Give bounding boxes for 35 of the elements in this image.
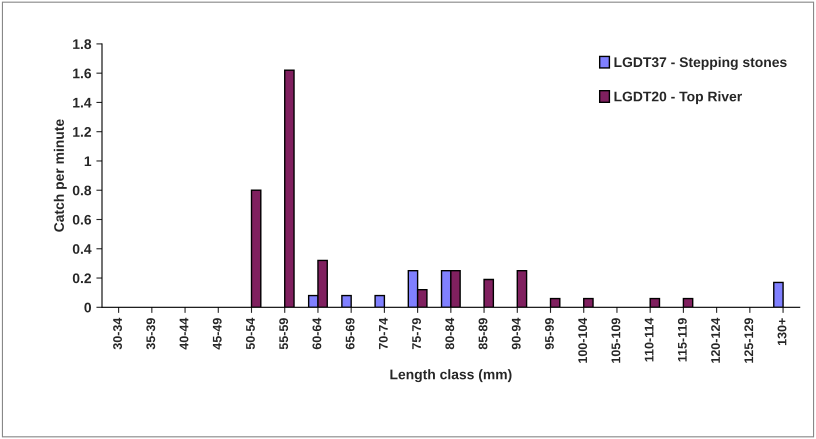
y-tick-label: 0.6 xyxy=(72,214,92,225)
y-tick-label: 1.2 xyxy=(73,127,92,137)
x-tick-label: 45-49 xyxy=(212,318,222,350)
x-tick-label: 75-79 xyxy=(412,318,421,350)
y-tick-label: 0.2 xyxy=(72,273,92,284)
x-tick-label: 90-94 xyxy=(512,318,521,350)
x-tick-label: 105-109 xyxy=(611,318,620,363)
x-tick-label: 70-74 xyxy=(378,318,388,350)
x-tick-label: 65-69 xyxy=(346,318,355,350)
legend-label: LGDT37 - Stepping stones xyxy=(614,56,787,70)
y-tick-label: 1.8 xyxy=(73,39,92,50)
x-tick-label: 85-89 xyxy=(478,318,488,350)
x-tick-label: 100-104 xyxy=(578,318,588,363)
x-tick-label: 95-99 xyxy=(545,318,554,350)
x-tick-label: 30-34 xyxy=(113,318,122,350)
x-tick-label: 50-54 xyxy=(246,318,255,350)
x-tick-label: 60-64 xyxy=(312,318,322,350)
y-tick-label: 1.4 xyxy=(73,98,92,108)
x-tick-label: 80-84 xyxy=(445,318,454,350)
x-tick-label: 55-59 xyxy=(279,318,288,350)
y-tick-label: 0.4 xyxy=(72,244,92,254)
legend-label: LGDT20 - Top River xyxy=(614,91,742,104)
x-axis-title: Length class (mm) xyxy=(390,369,512,382)
x-tick-label: 120-124 xyxy=(711,318,720,363)
x-tick-label: 35-39 xyxy=(146,318,156,350)
y-tick-label: 0 xyxy=(84,302,92,312)
y-tick-label: 1 xyxy=(84,156,92,166)
y-tick-label: 0.8 xyxy=(72,186,92,196)
x-tick-label: 130+ xyxy=(778,318,786,346)
y-tick-label: 1.6 xyxy=(73,68,92,78)
x-tick-label: 125-129 xyxy=(744,318,754,363)
x-tick-label: 110-114 xyxy=(644,318,654,362)
x-tick-label: 115-119 xyxy=(678,318,687,362)
y-axis-title: Catch per minute xyxy=(54,119,67,232)
x-tick-label: 40-44 xyxy=(180,318,188,350)
